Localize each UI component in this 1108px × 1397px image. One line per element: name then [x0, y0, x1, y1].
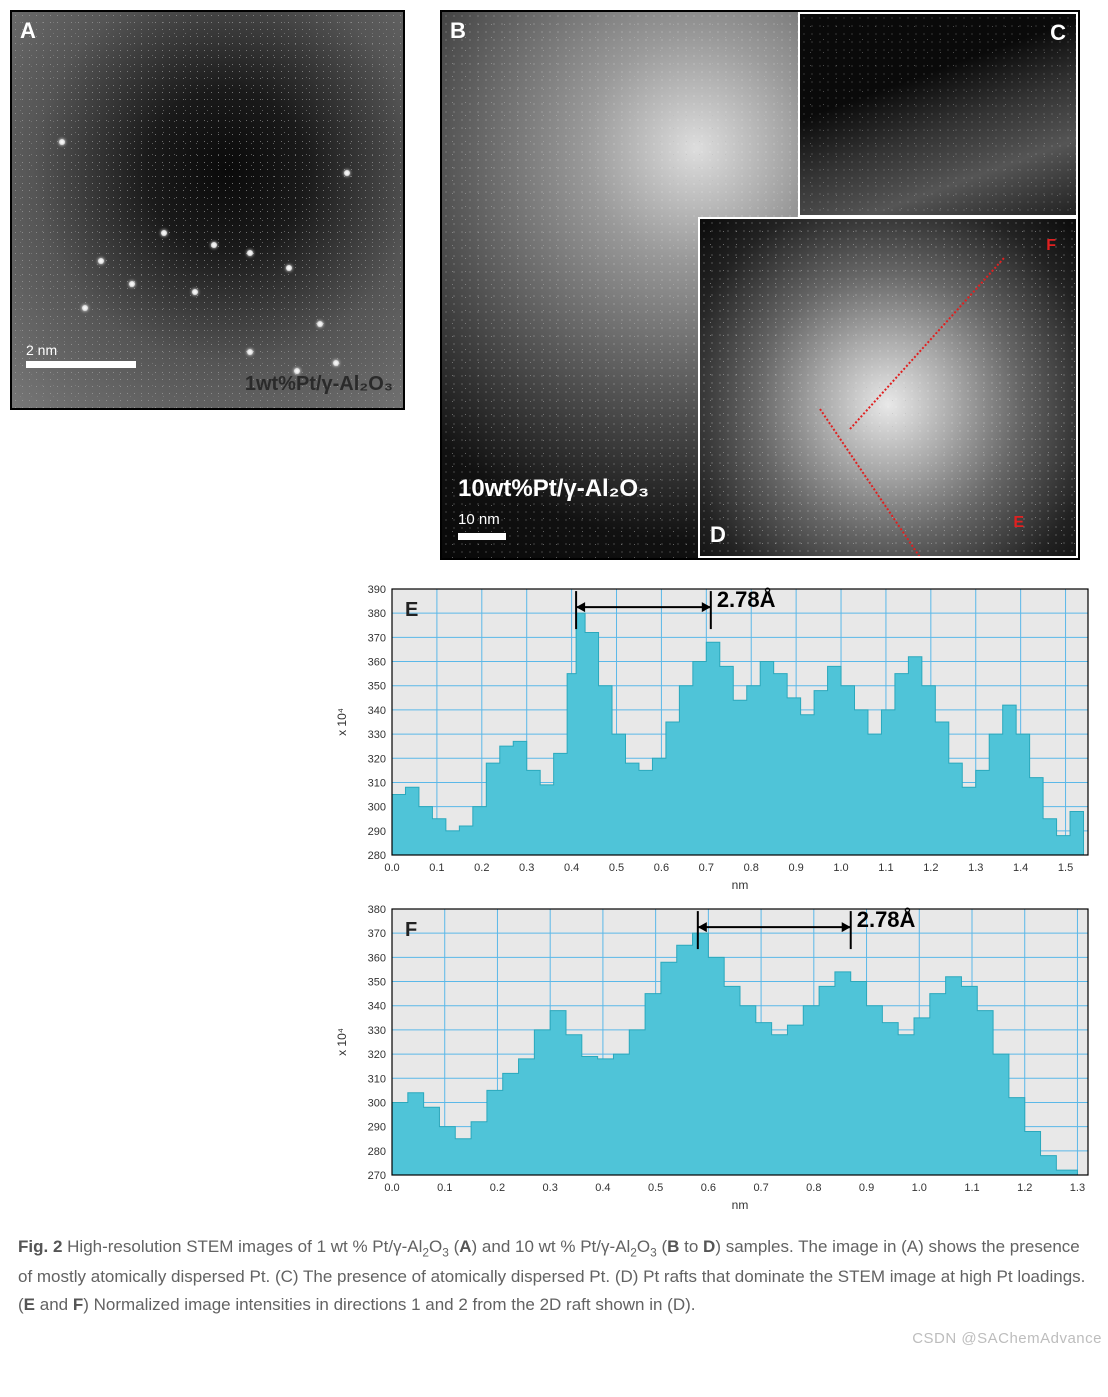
- svg-text:0.0: 0.0: [384, 1182, 399, 1194]
- svg-text:1.4: 1.4: [1013, 862, 1028, 874]
- panel-d-label-e: E: [1013, 514, 1024, 532]
- svg-text:360: 360: [368, 952, 386, 964]
- svg-text:0.3: 0.3: [519, 862, 534, 874]
- svg-text:290: 290: [368, 826, 386, 838]
- svg-text:1.1: 1.1: [964, 1182, 979, 1194]
- svg-text:300: 300: [368, 1097, 386, 1109]
- panel-d-letter: D: [710, 522, 726, 548]
- figure-2: A 2 nm 1wt%Pt/γ-Al₂O₃ B 10wt%Pt/γ-Al₂O₃ …: [0, 0, 1108, 1349]
- svg-text:280: 280: [368, 1146, 386, 1158]
- svg-text:0.1: 0.1: [429, 862, 444, 874]
- panel-a-scalebar: [26, 361, 136, 368]
- panel-a-scalebar-text: 2 nm: [26, 342, 57, 358]
- svg-text:390: 390: [368, 584, 386, 596]
- chart-e-svg: 280 290 300 310 320 330 340 350 360 370 380 390 0.0 0…: [330, 575, 1100, 895]
- svg-text:1.2: 1.2: [1017, 1182, 1032, 1194]
- panel-d-inset: E F D: [698, 217, 1078, 558]
- svg-text:0.4: 0.4: [595, 1182, 610, 1194]
- svg-text:1.2: 1.2: [923, 862, 938, 874]
- svg-text:380: 380: [368, 904, 386, 916]
- svg-text:x 10⁴: x 10⁴: [335, 1028, 349, 1056]
- top-image-row: A 2 nm 1wt%Pt/γ-Al₂O₃ B 10wt%Pt/γ-Al₂O₃ …: [0, 0, 1108, 575]
- svg-text:320: 320: [368, 1049, 386, 1061]
- svg-text:1.3: 1.3: [1070, 1182, 1085, 1194]
- svg-text:1.0: 1.0: [912, 1182, 927, 1194]
- svg-text:0.4: 0.4: [564, 862, 579, 874]
- chart-e-annotation: 2.78Å: [717, 587, 776, 613]
- panel-a-letter: A: [20, 18, 36, 44]
- svg-text:280: 280: [368, 850, 386, 862]
- svg-text:340: 340: [368, 1001, 386, 1013]
- svg-text:320: 320: [368, 753, 386, 765]
- svg-text:0.5: 0.5: [648, 1182, 663, 1194]
- svg-text:0.8: 0.8: [744, 862, 759, 874]
- svg-text:0.2: 0.2: [490, 1182, 505, 1194]
- panel-b-letter: B: [450, 18, 466, 44]
- watermark: CSDN @SAChemAdvance: [912, 1330, 1102, 1347]
- panel-c-inset: C: [798, 12, 1078, 217]
- svg-text:0.9: 0.9: [788, 862, 803, 874]
- panel-b-scalebar-text: 10 nm: [458, 511, 500, 528]
- svg-text:360: 360: [368, 657, 386, 669]
- caption-text: High-resolution STEM images of 1 wt % Pt…: [18, 1237, 1085, 1314]
- svg-text:310: 310: [368, 1073, 386, 1085]
- svg-text:300: 300: [368, 802, 386, 814]
- caption-label: Fig. 2: [18, 1237, 62, 1256]
- svg-text:1.3: 1.3: [968, 862, 983, 874]
- svg-text:0.3: 0.3: [543, 1182, 558, 1194]
- svg-text:0.7: 0.7: [753, 1182, 768, 1194]
- svg-text:370: 370: [368, 928, 386, 940]
- panel-a: A 2 nm 1wt%Pt/γ-Al₂O₃: [10, 10, 405, 410]
- panel-d-label-f: F: [1046, 237, 1056, 255]
- svg-text:350: 350: [368, 977, 386, 989]
- svg-text:380: 380: [368, 608, 386, 620]
- svg-text:0.8: 0.8: [806, 1182, 821, 1194]
- figure-caption: Fig. 2 High-resolution STEM images of 1 …: [0, 1215, 1108, 1349]
- panel-c-noise: [800, 14, 1076, 215]
- panel-b-scalebar: [458, 533, 506, 540]
- svg-text:0.7: 0.7: [699, 862, 714, 874]
- svg-text:1.1: 1.1: [878, 862, 893, 874]
- panel-a-pt-atoms: [12, 12, 403, 408]
- panel-a-stem-image: [12, 12, 403, 408]
- svg-text:310: 310: [368, 777, 386, 789]
- svg-text:0.2: 0.2: [474, 862, 489, 874]
- chart-f-letter: F: [405, 919, 417, 942]
- panel-b: B 10wt%Pt/γ-Al₂O₃ 10 nm C E F D: [440, 10, 1080, 560]
- svg-text:0.5: 0.5: [609, 862, 624, 874]
- svg-text:290: 290: [368, 1122, 386, 1134]
- svg-text:0.6: 0.6: [654, 862, 669, 874]
- chart-e: 280 290 300 310 320 330 340 350 360 370 380 390 0.0 0…: [330, 575, 1100, 895]
- svg-text:330: 330: [368, 729, 386, 741]
- svg-text:0.6: 0.6: [701, 1182, 716, 1194]
- svg-text:x 10⁴: x 10⁴: [335, 708, 349, 736]
- chart-f-annotation: 2.78Å: [857, 907, 916, 933]
- svg-text:350: 350: [368, 681, 386, 693]
- charts-column: 280 290 300 310 320 330 340 350 360 370 380 390 0.0 0…: [330, 575, 1100, 1215]
- svg-text:1.0: 1.0: [833, 862, 848, 874]
- chart-f: 270 280 290 300 310 320 330 340 350 360 370 380 0.0 0…: [330, 895, 1100, 1215]
- panel-a-sample-label: 1wt%Pt/γ-Al₂O₃: [245, 373, 393, 396]
- svg-text:330: 330: [368, 1025, 386, 1037]
- panel-c-letter: C: [1050, 20, 1066, 46]
- chart-e-letter: E: [405, 599, 418, 622]
- svg-text:1.5: 1.5: [1058, 862, 1073, 874]
- svg-text:nm: nm: [732, 878, 749, 892]
- svg-text:0.9: 0.9: [859, 1182, 874, 1194]
- svg-text:0.1: 0.1: [437, 1182, 452, 1194]
- svg-text:370: 370: [368, 632, 386, 644]
- svg-text:270: 270: [368, 1170, 386, 1182]
- svg-text:nm: nm: [732, 1198, 749, 1212]
- svg-text:0.0: 0.0: [384, 862, 399, 874]
- panel-b-sample-label: 10wt%Pt/γ-Al₂O₃: [458, 475, 649, 503]
- panel-c-image: [800, 14, 1076, 215]
- svg-text:340: 340: [368, 705, 386, 717]
- chart-f-svg: 270 280 290 300 310 320 330 340 350 360 370 380 0.0 0…: [330, 895, 1100, 1215]
